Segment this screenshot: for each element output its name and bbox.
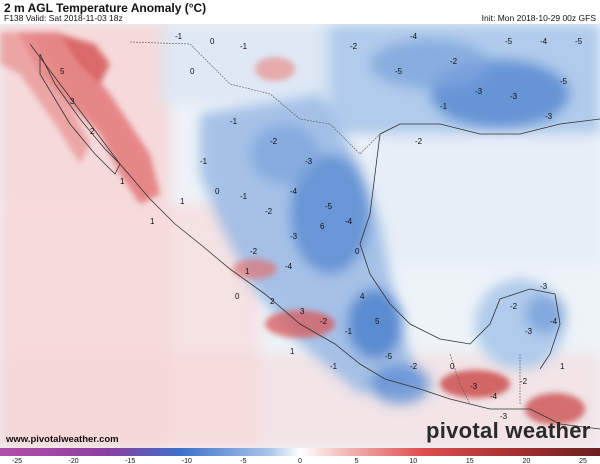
yucatan-cool-anomaly xyxy=(475,279,565,369)
colorbar-tick-label: -25 xyxy=(12,458,22,464)
southern-warm-spots xyxy=(233,57,585,425)
value-label: -4 xyxy=(290,187,298,196)
value-label: 1 xyxy=(120,177,125,186)
value-label: 4 xyxy=(360,292,365,301)
value-label: 0 xyxy=(450,362,455,371)
colorbar-ticks: -25 -20 -15 -10 -5 0 5 10 15 20 25 xyxy=(12,458,587,464)
value-label: 1 xyxy=(290,347,295,356)
value-label: -2 xyxy=(320,317,328,326)
value-label: 0 xyxy=(190,67,195,76)
value-label: -4 xyxy=(410,32,418,41)
value-label: 3 xyxy=(70,97,75,106)
anomaly-map[interactable]: -1 0 -1 -2 -4 -2 -5 -5 -4 -5 -3 -3 -5 -3… xyxy=(0,24,600,448)
gulf-cool-anomaly xyxy=(160,24,600,264)
colorbar-tick-label: 25 xyxy=(579,458,587,464)
value-label: -3 xyxy=(305,157,313,166)
value-label: -1 xyxy=(175,32,183,41)
value-label: -1 xyxy=(240,42,248,51)
value-label: -5 xyxy=(505,37,513,46)
value-label: 1 xyxy=(560,362,565,371)
value-label: -5 xyxy=(395,67,403,76)
value-label: -5 xyxy=(385,352,393,361)
coastlines xyxy=(29,43,600,430)
value-label: -2 xyxy=(450,57,458,66)
value-label: -4 xyxy=(540,37,548,46)
pacific-warm-anomaly xyxy=(0,24,600,448)
borders xyxy=(129,41,521,405)
value-label: -4 xyxy=(345,217,353,226)
value-label: -3 xyxy=(470,382,478,391)
website-url: www.pivotalweather.com xyxy=(6,434,119,445)
value-label: -2 xyxy=(510,302,518,311)
value-label: -3 xyxy=(525,327,533,336)
colorbar-tick-label: -15 xyxy=(125,458,135,464)
value-label: 0 xyxy=(355,247,360,256)
value-label: -2 xyxy=(270,137,278,146)
value-label: -2 xyxy=(415,137,423,146)
value-label: 1 xyxy=(180,197,185,206)
value-label: 0 xyxy=(210,37,215,46)
init-time: Init: Mon 2018-10-29 00z GFS xyxy=(481,13,596,23)
value-label: 2 xyxy=(90,127,95,136)
header: 2 m AGL Temperature Anomaly (°C) F138 Va… xyxy=(0,0,600,24)
colorbar-tick-label: -20 xyxy=(69,458,79,464)
value-label: 1 xyxy=(245,267,250,276)
colorbar-tick-label: 10 xyxy=(409,458,417,464)
colorbar-ramp xyxy=(0,448,600,456)
value-label: -5 xyxy=(560,77,568,86)
mexico-cool-anomaly xyxy=(200,94,430,404)
value-label: -3 xyxy=(500,412,508,421)
value-label: -3 xyxy=(475,87,483,96)
colorbar-tick-label: -5 xyxy=(240,458,246,464)
colorbar-tick-label: 20 xyxy=(523,458,531,464)
value-label: -3 xyxy=(540,282,548,291)
value-label: -4 xyxy=(490,392,498,401)
value-label: 0 xyxy=(235,292,240,301)
value-label: 5 xyxy=(375,317,380,326)
value-label: -1 xyxy=(330,362,338,371)
colorbar-tick-label: 5 xyxy=(355,458,359,464)
value-label: -1 xyxy=(240,192,248,201)
value-label: -3 xyxy=(545,112,553,121)
value-label: -2 xyxy=(410,362,418,371)
value-label: 3 xyxy=(300,307,305,316)
value-labels: -1 0 -1 -2 -4 -2 -5 -5 -4 -5 -3 -3 -5 -3… xyxy=(60,32,583,421)
value-label: -4 xyxy=(550,317,558,326)
value-label: -1 xyxy=(345,327,353,336)
value-label: -3 xyxy=(290,232,298,241)
value-label: -3 xyxy=(510,92,518,101)
value-label: -2 xyxy=(350,42,358,51)
brand-logo: pivotal weather xyxy=(426,418,591,443)
value-label: 6 xyxy=(320,222,325,231)
value-label: -5 xyxy=(575,37,583,46)
value-label: -1 xyxy=(200,157,208,166)
colorbar-tick-label: 15 xyxy=(466,458,474,464)
value-label: -2 xyxy=(250,247,258,256)
value-label: 0 xyxy=(215,187,220,196)
value-label: -2 xyxy=(265,207,273,216)
colorbar: -25 -20 -15 -10 -5 0 5 10 15 20 25 xyxy=(0,448,600,464)
value-label: -4 xyxy=(285,262,293,271)
colorbar-tick-label: 0 xyxy=(298,458,302,464)
value-label: 1 xyxy=(150,217,155,226)
chart-title: 2 m AGL Temperature Anomaly (°C) xyxy=(4,1,207,15)
value-label: -5 xyxy=(325,202,333,211)
value-label: 2 xyxy=(270,297,275,306)
value-label: -2 xyxy=(520,377,528,386)
value-label: -1 xyxy=(440,102,448,111)
colorbar-tick-label: -10 xyxy=(182,458,192,464)
valid-time: F138 Valid: Sat 2018-11-03 18z xyxy=(4,13,123,23)
value-label: -1 xyxy=(230,117,238,126)
value-label: 5 xyxy=(60,67,65,76)
